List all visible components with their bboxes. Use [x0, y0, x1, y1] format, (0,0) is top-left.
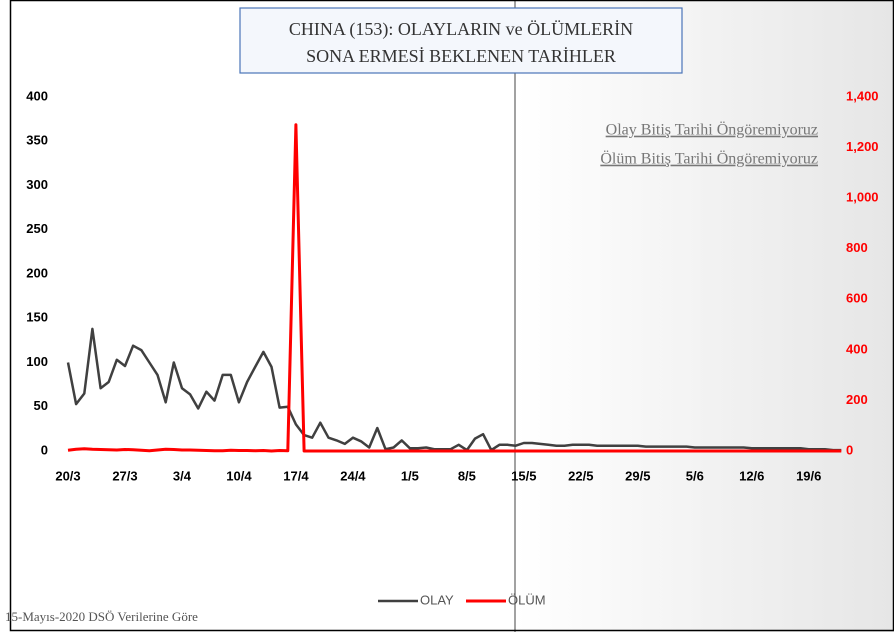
- x-tick-label: 10/4: [226, 468, 252, 483]
- y2-tick-label: 600: [846, 291, 868, 306]
- x-tick-label: 17/4: [283, 468, 309, 483]
- y-tick-label: 100: [26, 354, 48, 369]
- y2-tick-label: 400: [846, 341, 868, 356]
- x-tick-label: 15/5: [511, 468, 536, 483]
- x-tick-label: 22/5: [568, 468, 593, 483]
- x-tick-label: 27/3: [112, 468, 137, 483]
- y-tick-label: 350: [26, 133, 48, 148]
- footer: 15-Mayıs-2020 DSÖ Verilerine Göre: [5, 609, 198, 624]
- y2-tick-label: 0: [846, 442, 853, 457]
- y2-tick-label: 1,400: [846, 88, 879, 103]
- y-tick-label: 400: [26, 88, 48, 103]
- y-tick-label: 150: [26, 310, 48, 325]
- y-tick-label: 0: [41, 442, 48, 457]
- y-tick-label: 50: [34, 398, 48, 413]
- x-tick-label: 8/5: [458, 468, 476, 483]
- x-tick-label: 3/4: [173, 468, 192, 483]
- y2-tick-label: 1,000: [846, 190, 879, 205]
- annotation: Olay Bitiş Tarihi Öngöremiyoruz: [606, 121, 818, 139]
- line-series: [67, 123, 842, 453]
- line-series: [66, 327, 842, 452]
- x-tick-label: 1/5: [401, 468, 419, 483]
- legend-label: ÖLÜM: [508, 592, 546, 607]
- x-tick-label: 29/5: [625, 468, 650, 483]
- chart-title: SONA ERMESİ BEKLENEN TARİHLER: [306, 46, 616, 66]
- x-tick-label: 5/6: [686, 468, 704, 483]
- y-tick-label: 300: [26, 177, 48, 192]
- y2-tick-label: 1,200: [846, 139, 879, 154]
- title-box: [239, 7, 683, 74]
- chart-title: CHINA (153): OLAYLARIN ve ÖLÜMLERİN: [289, 19, 633, 40]
- annotation: Ölüm Bitiş Tarihi Öngöremiyoruz: [600, 150, 818, 168]
- forecast-region: [515, 0, 894, 632]
- x-tick-label: 12/6: [739, 468, 764, 483]
- y2-tick-label: 200: [846, 392, 868, 407]
- y-tick-label: 250: [26, 221, 48, 236]
- x-tick-label: 24/4: [340, 468, 366, 483]
- y2-tick-label: 800: [846, 240, 868, 255]
- y-tick-label: 200: [26, 265, 48, 280]
- legend-label: OLAY: [420, 592, 454, 607]
- x-tick-label: 19/6: [796, 468, 821, 483]
- x-tick-label: 20/3: [55, 468, 80, 483]
